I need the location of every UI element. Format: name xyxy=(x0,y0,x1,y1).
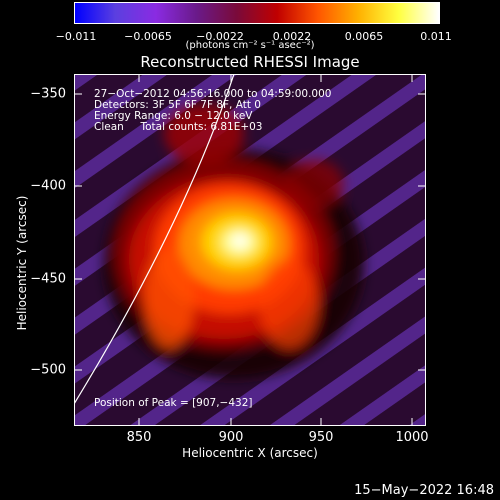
info-energy: Energy Range: 6.0 − 12.0 keV xyxy=(94,110,253,122)
x-axis-label: Heliocentric X (arcsec) xyxy=(182,446,318,460)
info-clean: Clean Total counts: 6.81E+03 xyxy=(94,121,263,133)
x-tick-label: 1000 xyxy=(395,430,429,445)
solar-limb-line xyxy=(74,74,235,405)
colorbar-tick: 0.011 xyxy=(420,30,452,43)
y-tick-label: −400 xyxy=(30,178,66,194)
x-tick-label: 950 xyxy=(308,430,334,445)
plot-frame xyxy=(74,74,426,426)
image-plot xyxy=(74,74,426,426)
colorbar-units: (photons cm⁻² s⁻¹ asec⁻²) xyxy=(185,40,315,51)
info-detectors: Detectors: 3F 5F 6F 7F 8F, Att 0 xyxy=(94,99,261,111)
colorbar-tick: −0.0065 xyxy=(124,30,172,43)
colorbar-tick: 0.0022 xyxy=(272,30,312,43)
colorbar xyxy=(74,2,440,24)
info-peak: Position of Peak = [907,−432] xyxy=(94,397,253,409)
colorbar-tick: 0.0065 xyxy=(344,30,384,43)
x-tick-label: 900 xyxy=(218,430,244,445)
y-tick-label: −450 xyxy=(30,271,66,287)
y-axis-label: Heliocentric Y (arcsec) xyxy=(15,195,29,331)
colorbar-tick: −0.0022 xyxy=(196,30,244,43)
info-time: 27−Oct−2012 04:56:16.000 to 04:59:00.000 xyxy=(94,88,332,100)
timestamp: 15−May−2022 16:48 xyxy=(354,483,494,498)
y-tick-label: −500 xyxy=(30,362,66,378)
colorbar-tick: −0.011 xyxy=(55,30,97,43)
emission-blob xyxy=(104,104,364,379)
y-tick-label: −350 xyxy=(30,86,66,102)
x-tick-label: 850 xyxy=(126,430,152,445)
chart-title: Reconstructed RHESSI Image xyxy=(140,53,360,71)
